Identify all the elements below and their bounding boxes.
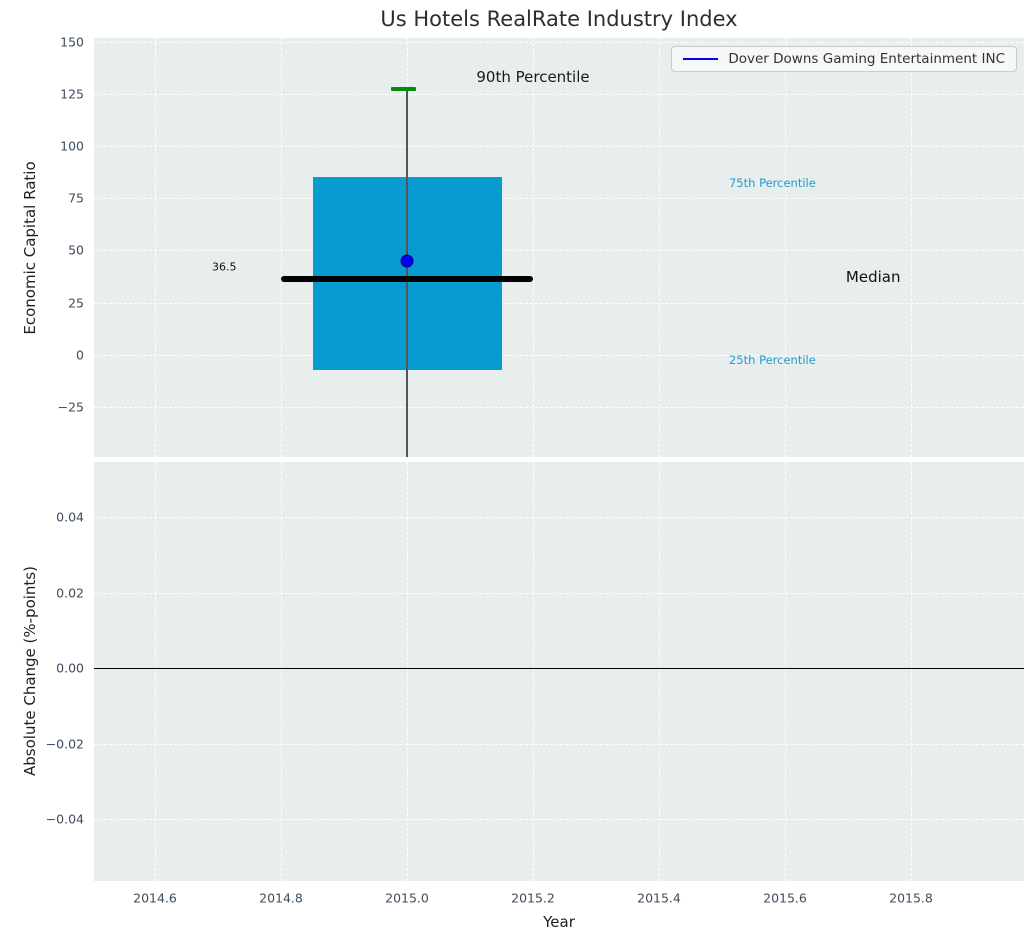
- ytick-label-bottom: 0.04: [56, 510, 84, 525]
- ytick-label-bottom: −0.02: [46, 736, 84, 751]
- gridline-vertical: [281, 38, 282, 457]
- ytick-label-top: 75: [68, 191, 84, 206]
- ytick-label-bottom: 0.02: [56, 585, 84, 600]
- ytick-label-bottom: −0.04: [46, 812, 84, 827]
- gridline-vertical: [533, 38, 534, 457]
- gridline-horizontal: [94, 146, 1024, 147]
- gridline-horizontal: [94, 94, 1024, 95]
- gridline-horizontal: [94, 250, 1024, 251]
- gridline-vertical: [155, 38, 156, 457]
- figure-canvas: Us Hotels RealRate Industry Index Econom…: [0, 0, 1034, 942]
- y-axis-label-bottom: Absolute Change (%-points): [21, 566, 39, 776]
- gridline-horizontal: [94, 198, 1024, 199]
- ytick-label-top: 0: [76, 347, 84, 362]
- ytick-label-bottom: 0.00: [56, 661, 84, 676]
- gridline-horizontal: [94, 593, 1024, 594]
- gridline-horizontal: [94, 517, 1024, 518]
- median-line: [281, 276, 533, 282]
- gridline-vertical: [911, 38, 912, 457]
- gridline-horizontal: [94, 819, 1024, 820]
- xtick-label: 2015.8: [889, 891, 933, 906]
- xtick-label: 2014.8: [259, 891, 303, 906]
- ytick-label-top: 100: [60, 139, 84, 154]
- x-axis-label: Year: [543, 913, 575, 931]
- legend-box: Dover Downs Gaming Entertainment INC: [671, 46, 1017, 72]
- p90-cap: [391, 87, 416, 91]
- xtick-label: 2015.4: [637, 891, 681, 906]
- annotation-90th-percentile: 90th Percentile: [476, 68, 589, 86]
- ytick-label-top: 150: [60, 35, 84, 50]
- y-axis-label-top: Economic Capital Ratio: [21, 161, 39, 334]
- ytick-label-top: −25: [58, 399, 84, 414]
- annotation-median: Median: [846, 268, 901, 286]
- gridline-horizontal: [94, 744, 1024, 745]
- gridline-horizontal: [94, 303, 1024, 304]
- annotation-25th-percentile: 25th Percentile: [729, 353, 816, 367]
- xtick-label: 2014.6: [133, 891, 177, 906]
- gridline-vertical: [659, 38, 660, 457]
- xtick-label: 2015.2: [511, 891, 555, 906]
- annotation-75th-percentile: 75th Percentile: [729, 176, 816, 190]
- xtick-label: 2015.0: [385, 891, 429, 906]
- ytick-label-top: 50: [68, 243, 84, 258]
- legend-line-icon: [683, 58, 718, 60]
- chart-title: Us Hotels RealRate Industry Index: [94, 7, 1024, 31]
- legend-label: Dover Downs Gaming Entertainment INC: [728, 51, 1005, 67]
- gridline-horizontal: [94, 407, 1024, 408]
- gridline-vertical: [785, 38, 786, 457]
- top-plot-area: [94, 38, 1024, 457]
- whisker-line-inner: [406, 177, 408, 370]
- zero-line: [94, 668, 1024, 669]
- bottom-plot-area: [94, 462, 1024, 881]
- company-point: [401, 254, 414, 267]
- annotation-36-5: 36.5: [212, 261, 237, 274]
- gridline-horizontal: [94, 42, 1024, 43]
- xtick-label: 2015.6: [763, 891, 807, 906]
- gridline-horizontal: [94, 355, 1024, 356]
- ytick-label-top: 125: [60, 87, 84, 102]
- ytick-label-top: 25: [68, 295, 84, 310]
